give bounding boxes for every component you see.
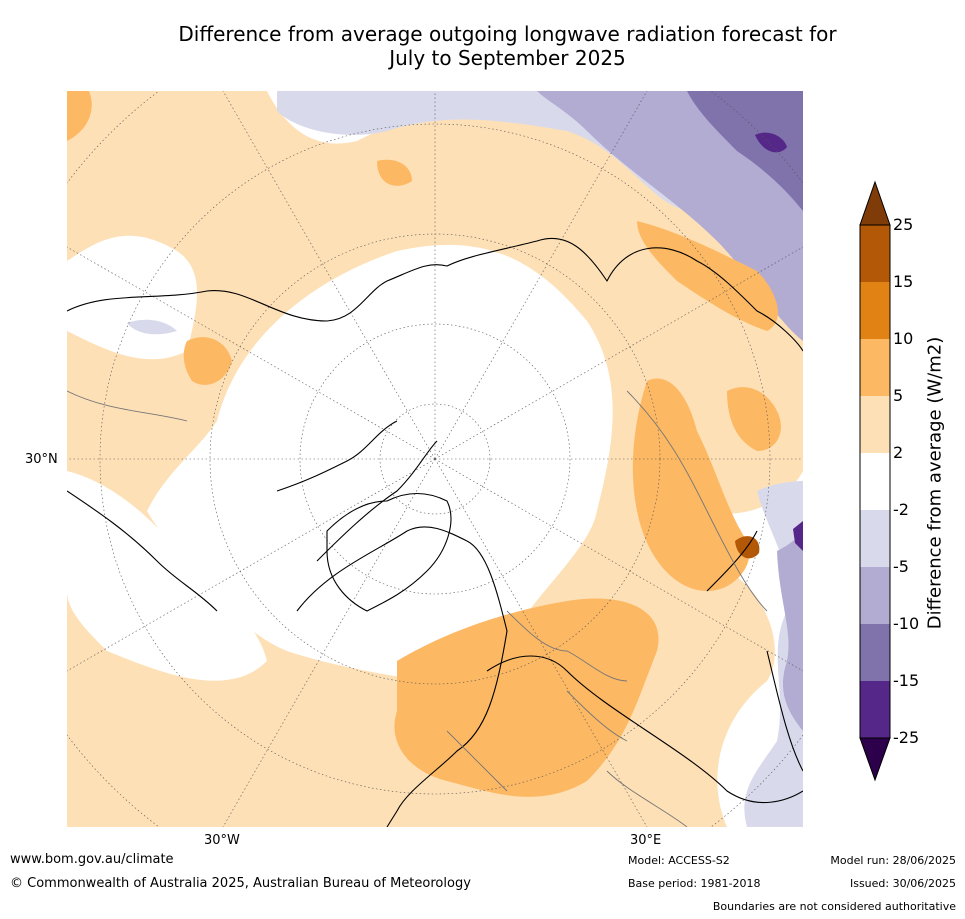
colorbar-band-neg10-neg15 [860, 624, 890, 681]
colorbar-tick-25: 25 [893, 215, 914, 234]
colorbar-tick-neg25: -25 [893, 728, 920, 747]
colorbar-band-neutral [860, 453, 890, 510]
colorbar [858, 180, 892, 782]
anomaly-pos-5-10-pacific [183, 337, 232, 385]
footer-model-run: Model run: 28/06/2025 [830, 854, 956, 867]
colorbar-tick-neg15: -15 [893, 671, 920, 690]
colorbar-tick-10: 10 [893, 329, 914, 348]
colorbar-extend-top [859, 180, 891, 226]
colorbar-band-neg15-neg25 [860, 681, 890, 738]
map-svg [67, 91, 803, 827]
colorbar-band-15-25 [860, 225, 890, 282]
map-title: Difference from average outgoing longwav… [140, 22, 875, 70]
coastlines [67, 237, 803, 827]
anomaly-neg-10-15 [687, 91, 803, 211]
colorbar-band-neg5-neg10 [860, 567, 890, 624]
anomaly-pos-5-10-europe [394, 598, 659, 797]
colorbar-tick-neg10: -10 [893, 614, 920, 633]
colorbar-svg [859, 180, 891, 782]
anomaly-pos-5-10-northeast [637, 221, 778, 331]
colorbar-title-text: Difference from average (W/m2) [924, 336, 946, 630]
colorbar-extend-bottom [859, 737, 891, 782]
footer-issued: Issued: 30/06/2025 [849, 877, 956, 890]
footer-model: Model: ACCESS-S2 [628, 854, 730, 867]
colorbar-tick-2: 2 [893, 443, 904, 462]
country-boundaries [67, 390, 768, 827]
footer-copyright: © Commonwealth of Australia 2025, Austra… [10, 876, 471, 891]
footer-base-period: Base period: 1981-2018 [628, 877, 761, 890]
colorbar-tick-15: 15 [893, 272, 914, 291]
anomaly-pos-5-10-small [377, 159, 412, 186]
anomaly-neg-15-25-east [793, 521, 803, 551]
footer-website: www.bom.gov.au/climate [10, 852, 174, 867]
label-30w: 30°W [204, 833, 240, 848]
colorbar-band-5-10 [860, 339, 890, 396]
anomaly-neg-5-10-east [777, 531, 803, 731]
greenland-outline [326, 493, 452, 612]
title-line-2: July to September 2025 [389, 46, 626, 70]
colorbar-tick-neg2: -2 [893, 500, 909, 519]
colorbar-tick-neg5: -5 [893, 557, 909, 576]
anomaly-neg-15-25 [755, 132, 787, 153]
footer-disclaimer: Boundaries are not considered authoritat… [712, 900, 956, 913]
colorbar-band-neg2-neg5 [860, 510, 890, 567]
colorbar-border [859, 224, 891, 739]
anomaly-neg-2-5-west [127, 319, 177, 335]
label-30e: 30°E [630, 833, 662, 848]
polar-map [67, 91, 803, 827]
colorbar-tick-5: 5 [893, 386, 904, 405]
colorbar-band-10-15 [860, 282, 890, 339]
graticule [67, 91, 803, 827]
colorbar-band-2-5 [860, 396, 890, 453]
anomaly-neg-5-10 [537, 91, 803, 341]
anomaly-neutral-pacific [67, 471, 267, 681]
anomaly-pos-5-10-corner [67, 91, 92, 141]
title-line-1: Difference from average outgoing longwav… [178, 22, 837, 46]
anomaly-pos-5-10-asia-east [727, 387, 781, 451]
label-30n: 30°N [25, 452, 58, 467]
